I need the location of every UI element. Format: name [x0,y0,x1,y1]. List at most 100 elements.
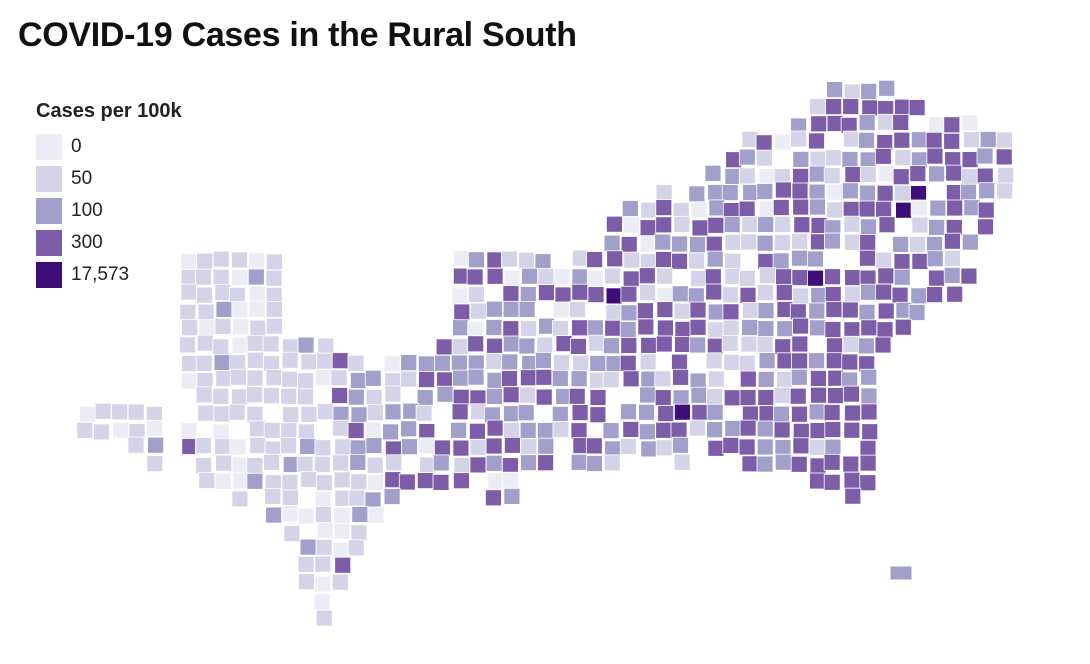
county-shape [844,166,862,184]
county-shape [349,372,367,389]
county-shape [656,267,673,285]
county-shape [911,131,928,149]
county-shape [232,318,250,336]
county-shape [112,421,130,439]
county-shape [705,352,723,370]
county-shape [826,201,844,219]
county-shape [790,455,808,473]
county-shape [537,422,554,439]
county-shape [639,235,657,253]
county-shape [860,83,878,100]
county-shape [296,455,314,473]
county-shape [858,200,876,218]
county-shape [756,234,774,252]
county-shape [619,438,637,455]
county-shape [889,565,913,581]
county-shape [858,303,876,321]
county-shape [807,250,824,268]
county-shape [843,421,861,439]
county-shape [620,304,638,322]
county-shape [656,301,674,319]
county-shape [639,219,657,237]
county-shape [672,436,689,454]
county-shape [521,267,538,285]
county-shape [180,283,198,301]
county-shape [707,216,725,234]
county-shape [622,270,640,288]
county-shape [639,353,657,371]
county-shape [418,423,436,441]
county-shape [467,354,485,372]
county-shape [793,216,811,234]
county-shape [586,455,603,472]
county-shape [893,131,911,149]
county-shape [551,369,569,387]
county-shape [415,404,433,422]
county-shape [281,474,299,491]
county-shape [721,184,739,202]
county-shape [672,389,690,407]
county-shape [620,403,637,421]
county-shape [757,320,775,338]
county-shape [246,405,264,423]
county-shape [911,252,929,270]
county-shape [147,436,165,454]
county-shape [789,303,807,321]
county-shape [925,131,943,149]
county-shape [961,233,979,251]
county-shape [689,372,707,390]
county-shape [280,422,298,440]
county-shape [774,215,791,233]
county-shape [452,388,470,406]
map-title: COVID-19 Cases in the Rural South [18,16,577,54]
county-shape [589,389,607,406]
county-shape [977,218,994,236]
county-shape [486,267,504,285]
county-shape [569,301,586,318]
county-shape [790,130,807,148]
county-shape [672,368,689,386]
county-shape [315,609,333,627]
county-shape [603,454,621,472]
county-shape [602,371,620,389]
county-shape [826,81,843,98]
county-shape [996,131,1013,149]
county-shape [757,253,775,270]
county-shape [518,300,536,318]
county-shape [756,455,774,473]
county-shape [722,319,740,337]
county-shape [435,338,453,356]
county-shape [520,438,538,455]
county-shape [875,251,893,269]
county-shape [707,184,725,201]
county-shape [640,201,658,219]
county-shape [639,423,656,441]
county-shape [384,403,402,421]
county-shape [742,301,759,319]
county-shape [724,233,742,251]
legend-swatch [36,134,62,160]
county-shape [859,439,877,457]
county-shape [892,235,909,253]
county-shape [317,337,335,355]
county-shape [297,336,315,354]
county-shape [791,269,809,287]
county-shape [640,370,658,388]
county-shape [673,215,691,233]
county-shape [996,182,1014,200]
county-shape [741,130,759,148]
county-shape [316,352,334,370]
county-shape [196,252,214,270]
county-shape [739,419,757,437]
county-shape [826,337,843,355]
county-shape [758,200,776,218]
county-shape [742,184,760,201]
county-shape [451,338,469,356]
county-shape [314,555,332,573]
county-shape [791,249,808,267]
county-shape [603,234,621,252]
county-shape [502,320,520,338]
county-shape [877,302,895,320]
county-shape [520,454,537,472]
county-shape [707,370,725,388]
